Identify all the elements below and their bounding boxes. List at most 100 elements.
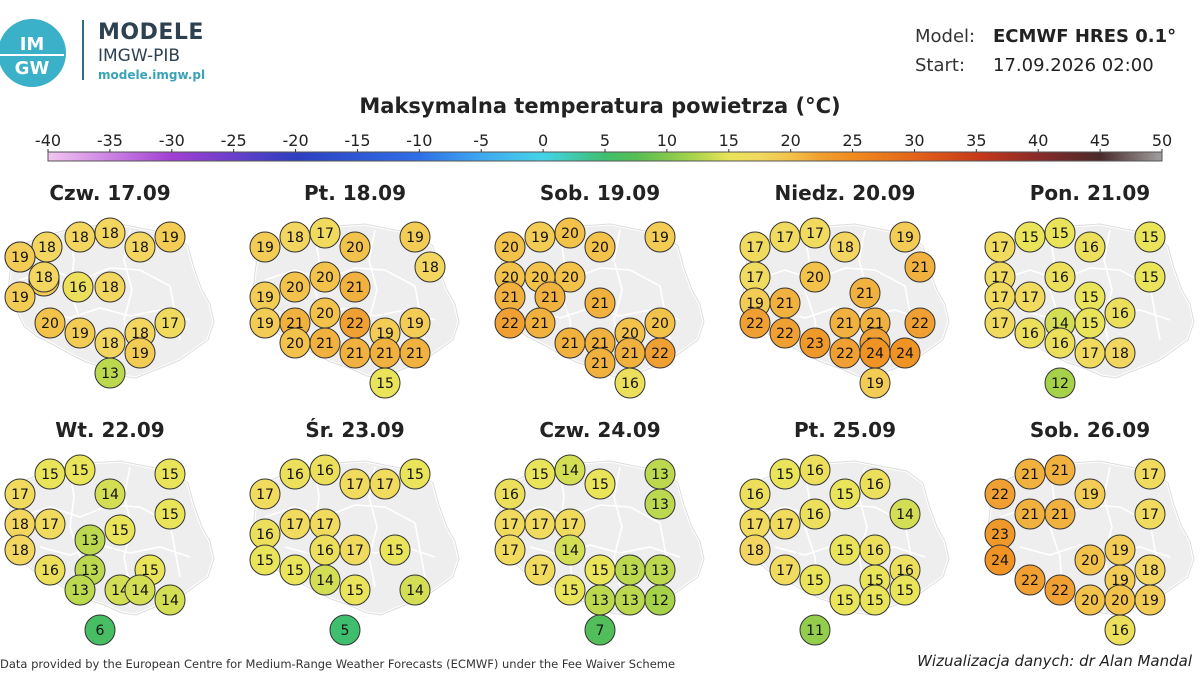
- temperature-value: 16: [1021, 326, 1039, 342]
- colorbar-tick-label: 45: [1090, 131, 1110, 150]
- temperature-value: 18: [1111, 346, 1129, 362]
- temperature-marker: [329, 614, 361, 646]
- temperature-value: 13: [71, 583, 89, 599]
- temperature-value: 24: [896, 346, 914, 362]
- svg-text:IM: IM: [20, 34, 45, 55]
- temperature-value: 21: [316, 336, 334, 352]
- temperature-value: 15: [1081, 290, 1099, 306]
- temperature-value: 18: [101, 280, 119, 296]
- temperature-value: 15: [591, 477, 609, 493]
- temperature-marker: [64, 221, 96, 253]
- temperature-marker: [64, 317, 96, 349]
- temperature-value: 15: [41, 467, 59, 483]
- temperature-marker: [34, 458, 66, 490]
- colorbar-tick-label: 25: [842, 131, 862, 150]
- temperature-marker: [1014, 221, 1046, 253]
- temperature-value: 24: [866, 346, 884, 362]
- temperature-value: 11: [806, 623, 824, 639]
- temperature-marker: [249, 231, 281, 263]
- temperature-value: 15: [161, 467, 179, 483]
- temperature-marker: [1044, 217, 1076, 249]
- temperature-marker: [124, 574, 156, 606]
- temperature-marker: [984, 478, 1016, 510]
- temperature-value: 17: [1141, 507, 1159, 523]
- temperature-marker: [644, 584, 676, 616]
- temperature-value: 16: [1051, 270, 1069, 286]
- temperature-value: 20: [806, 270, 824, 286]
- temperature-value: 20: [41, 316, 59, 332]
- temperature-marker: [249, 478, 281, 510]
- temperature-value: 17: [776, 563, 794, 579]
- temperature-marker: [28, 261, 60, 293]
- temperature-value: 21: [531, 316, 549, 332]
- temperature-marker: [279, 458, 311, 490]
- temperature-value: 19: [256, 240, 274, 256]
- region-border: [264, 506, 296, 518]
- temperature-value: 21: [346, 346, 364, 362]
- temperature-value: 15: [346, 583, 364, 599]
- temperature-marker: [62, 271, 94, 303]
- temperature-marker: [4, 281, 36, 313]
- temperature-value: 21: [591, 296, 609, 312]
- temperature-marker: [769, 317, 801, 349]
- temperature-value: 20: [346, 240, 364, 256]
- temperature-value: 16: [866, 543, 884, 559]
- temperature-value: 24: [991, 553, 1009, 569]
- temperature-value: 21: [836, 316, 854, 332]
- colorbar-tick-label: 0: [538, 131, 548, 150]
- day-label: Pon. 21.09: [1030, 181, 1150, 205]
- temperature-value: 20: [561, 226, 579, 242]
- colorbar-tick-label: 35: [966, 131, 986, 150]
- temperature-marker: [4, 534, 36, 566]
- region-border: [1103, 466, 1113, 588]
- temperature-marker: [524, 554, 556, 586]
- temperature-value: 14: [896, 507, 914, 523]
- temperature-marker: [889, 574, 921, 606]
- region-border: [1103, 229, 1113, 351]
- model-label: Model:: [915, 26, 976, 47]
- brand-url[interactable]: modele.imgw.pl: [98, 68, 206, 82]
- temperature-marker: [1044, 574, 1076, 606]
- temperature-value: 19: [256, 290, 274, 306]
- temperature-value: 17: [991, 290, 1009, 306]
- temperature-value: 20: [531, 270, 549, 286]
- temperature-value: 15: [591, 563, 609, 579]
- temperature-value: 20: [591, 240, 609, 256]
- temperature-marker: [154, 498, 186, 530]
- temperature-value: 18: [35, 270, 53, 286]
- temperature-marker: [309, 564, 341, 596]
- temperature-value: 23: [806, 336, 824, 352]
- temperature-value: 16: [1051, 336, 1069, 352]
- temperature-value: 20: [316, 306, 334, 322]
- temperature-value: 16: [1111, 623, 1129, 639]
- temperature-value: 21: [591, 336, 609, 352]
- temperature-marker: [799, 327, 831, 359]
- temperature-marker: [554, 454, 586, 486]
- day-label: Wt. 22.09: [55, 418, 164, 442]
- temperature-value: 19: [1111, 543, 1129, 559]
- temperature-marker: [1104, 297, 1136, 329]
- temperature-value: 20: [1081, 553, 1099, 569]
- brand-subtitle: IMGW-PIB: [98, 46, 181, 66]
- poland-border: [7, 223, 215, 379]
- brand-title: MODELE: [98, 20, 204, 45]
- day-label: Sob. 19.09: [540, 181, 660, 205]
- colorbar-tick-label: 5: [600, 131, 610, 150]
- temperature-marker: [739, 307, 771, 339]
- data-credit: Data provided by the European Centre for…: [0, 657, 676, 671]
- temperature-value: 19: [11, 290, 29, 306]
- temperature-value: 17: [316, 226, 334, 242]
- temperature-value: 17: [501, 517, 519, 533]
- temperature-colorbar: -40 -35 -30 -25 -20 -15 -10 -5 0 5 10 15 20 25 30 35 40 4…: [35, 131, 1172, 162]
- temperature-marker: [414, 251, 446, 283]
- temperature-marker: [339, 574, 371, 606]
- temperature-marker: [984, 307, 1016, 339]
- region-border: [1149, 285, 1161, 341]
- temperature-value: 13: [81, 563, 99, 579]
- temperature-value: 22: [776, 326, 794, 342]
- colorbar-tick-label: 10: [657, 131, 677, 150]
- temperature-value: 17: [256, 487, 274, 503]
- temperature-marker: [379, 534, 411, 566]
- temperature-value: 21: [346, 280, 364, 296]
